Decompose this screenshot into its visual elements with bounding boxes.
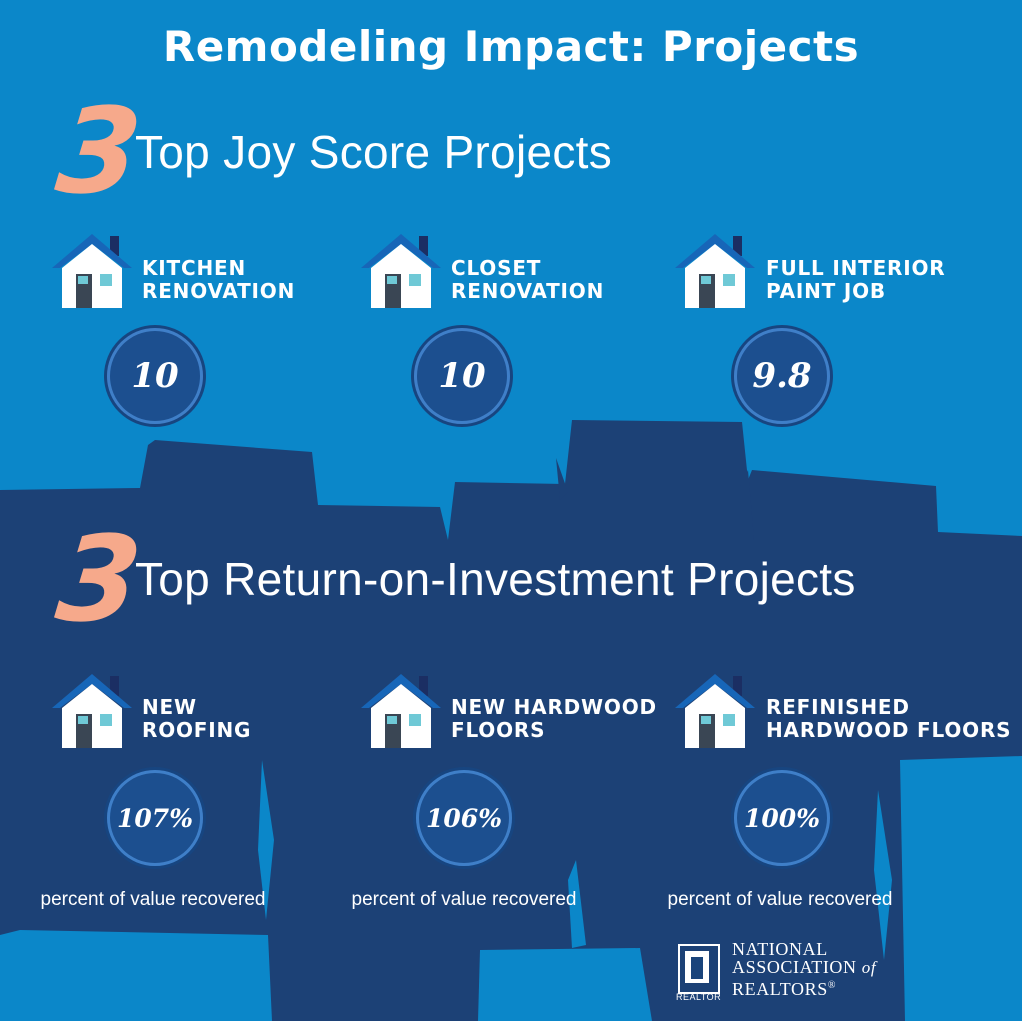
- roi-value-badge-1: 107%: [107, 770, 203, 866]
- roi-project-2-label: New Hardwood Floors: [451, 696, 657, 742]
- house-icon: [361, 674, 441, 748]
- joy-score-badge-1: 10: [107, 328, 203, 424]
- nar-logo-line3: REALTORS®: [732, 977, 876, 998]
- roi-caption-3: percent of value recovered: [667, 889, 893, 910]
- roi-project-3-line1: Refinished: [766, 695, 910, 719]
- roi-section-number: 3: [50, 510, 148, 648]
- nar-logo-registered: ®: [827, 980, 837, 991]
- roi-project-2-line2: Floors: [451, 718, 546, 742]
- joy-project-2-line2: Renovation: [451, 279, 605, 303]
- joy-score-badge-3: 9.8: [734, 328, 830, 424]
- nar-logo-text: NATIONAL ASSOCIATION of REALTORS®: [732, 940, 876, 998]
- joy-project-1-line1: Kitchen: [142, 256, 246, 280]
- joy-score-badge-2: 10: [414, 328, 510, 424]
- roi-caption-1: percent of value recovered: [40, 889, 266, 910]
- roi-project-1-label: New Roofing: [142, 696, 251, 742]
- roi-value-badge-3: 100%: [734, 770, 830, 866]
- roi-project-2-line1: New Hardwood: [451, 695, 657, 719]
- roi-project-1-line1: New: [142, 695, 197, 719]
- joy-project-3-line2: Paint Job: [766, 279, 886, 303]
- page-title: Remodeling Impact: Projects: [162, 22, 860, 71]
- joy-score-1: 10: [131, 356, 179, 396]
- joy-score-3: 9.8: [752, 356, 812, 396]
- house-icon: [52, 674, 132, 748]
- roi-project-3-label: Refinished Hardwood Floors: [766, 696, 1011, 742]
- realtor-r-mark: [678, 944, 720, 994]
- house-icon: [675, 234, 755, 308]
- joy-project-1-label: Kitchen Renovation: [142, 257, 295, 303]
- nar-logo-realtors: REALTORS: [732, 979, 828, 999]
- roi-value-badge-2: 106%: [416, 770, 512, 866]
- joy-project-1-line2: Renovation: [142, 279, 296, 303]
- nar-logo: REALTOR NATIONAL ASSOCIATION of REALTORS…: [672, 938, 912, 1004]
- roi-value-3: 100%: [744, 803, 820, 833]
- roi-caption-2: percent of value recovered: [351, 889, 577, 910]
- house-icon: [361, 234, 441, 308]
- realtor-mark-word: REALTOR: [676, 992, 722, 1002]
- roi-project-3-line2: Hardwood Floors: [766, 718, 1012, 742]
- joy-section-heading: Top Joy Score Projects: [135, 126, 613, 178]
- joy-project-2-line1: Closet: [451, 256, 542, 280]
- roi-section-heading: Top Return-on-Investment Projects: [135, 553, 856, 605]
- joy-project-3-line1: Full Interior: [766, 256, 946, 280]
- nar-logo-line1: NATIONAL: [732, 939, 828, 959]
- roi-project-1-line2: Roofing: [142, 718, 252, 742]
- joy-project-3-label: Full Interior Paint Job: [766, 257, 945, 303]
- roi-value-2: 106%: [426, 803, 502, 833]
- nar-logo-line2: ASSOCIATION of: [732, 958, 876, 977]
- roi-value-1: 107%: [117, 803, 193, 833]
- nar-logo-association: ASSOCIATION: [732, 957, 857, 977]
- house-icon: [675, 674, 755, 748]
- house-icon: [52, 234, 132, 308]
- joy-score-2: 10: [438, 356, 486, 396]
- joy-project-2-label: Closet Renovation: [451, 257, 604, 303]
- joy-section-number: 3: [50, 82, 148, 220]
- nar-logo-of: of: [861, 958, 877, 977]
